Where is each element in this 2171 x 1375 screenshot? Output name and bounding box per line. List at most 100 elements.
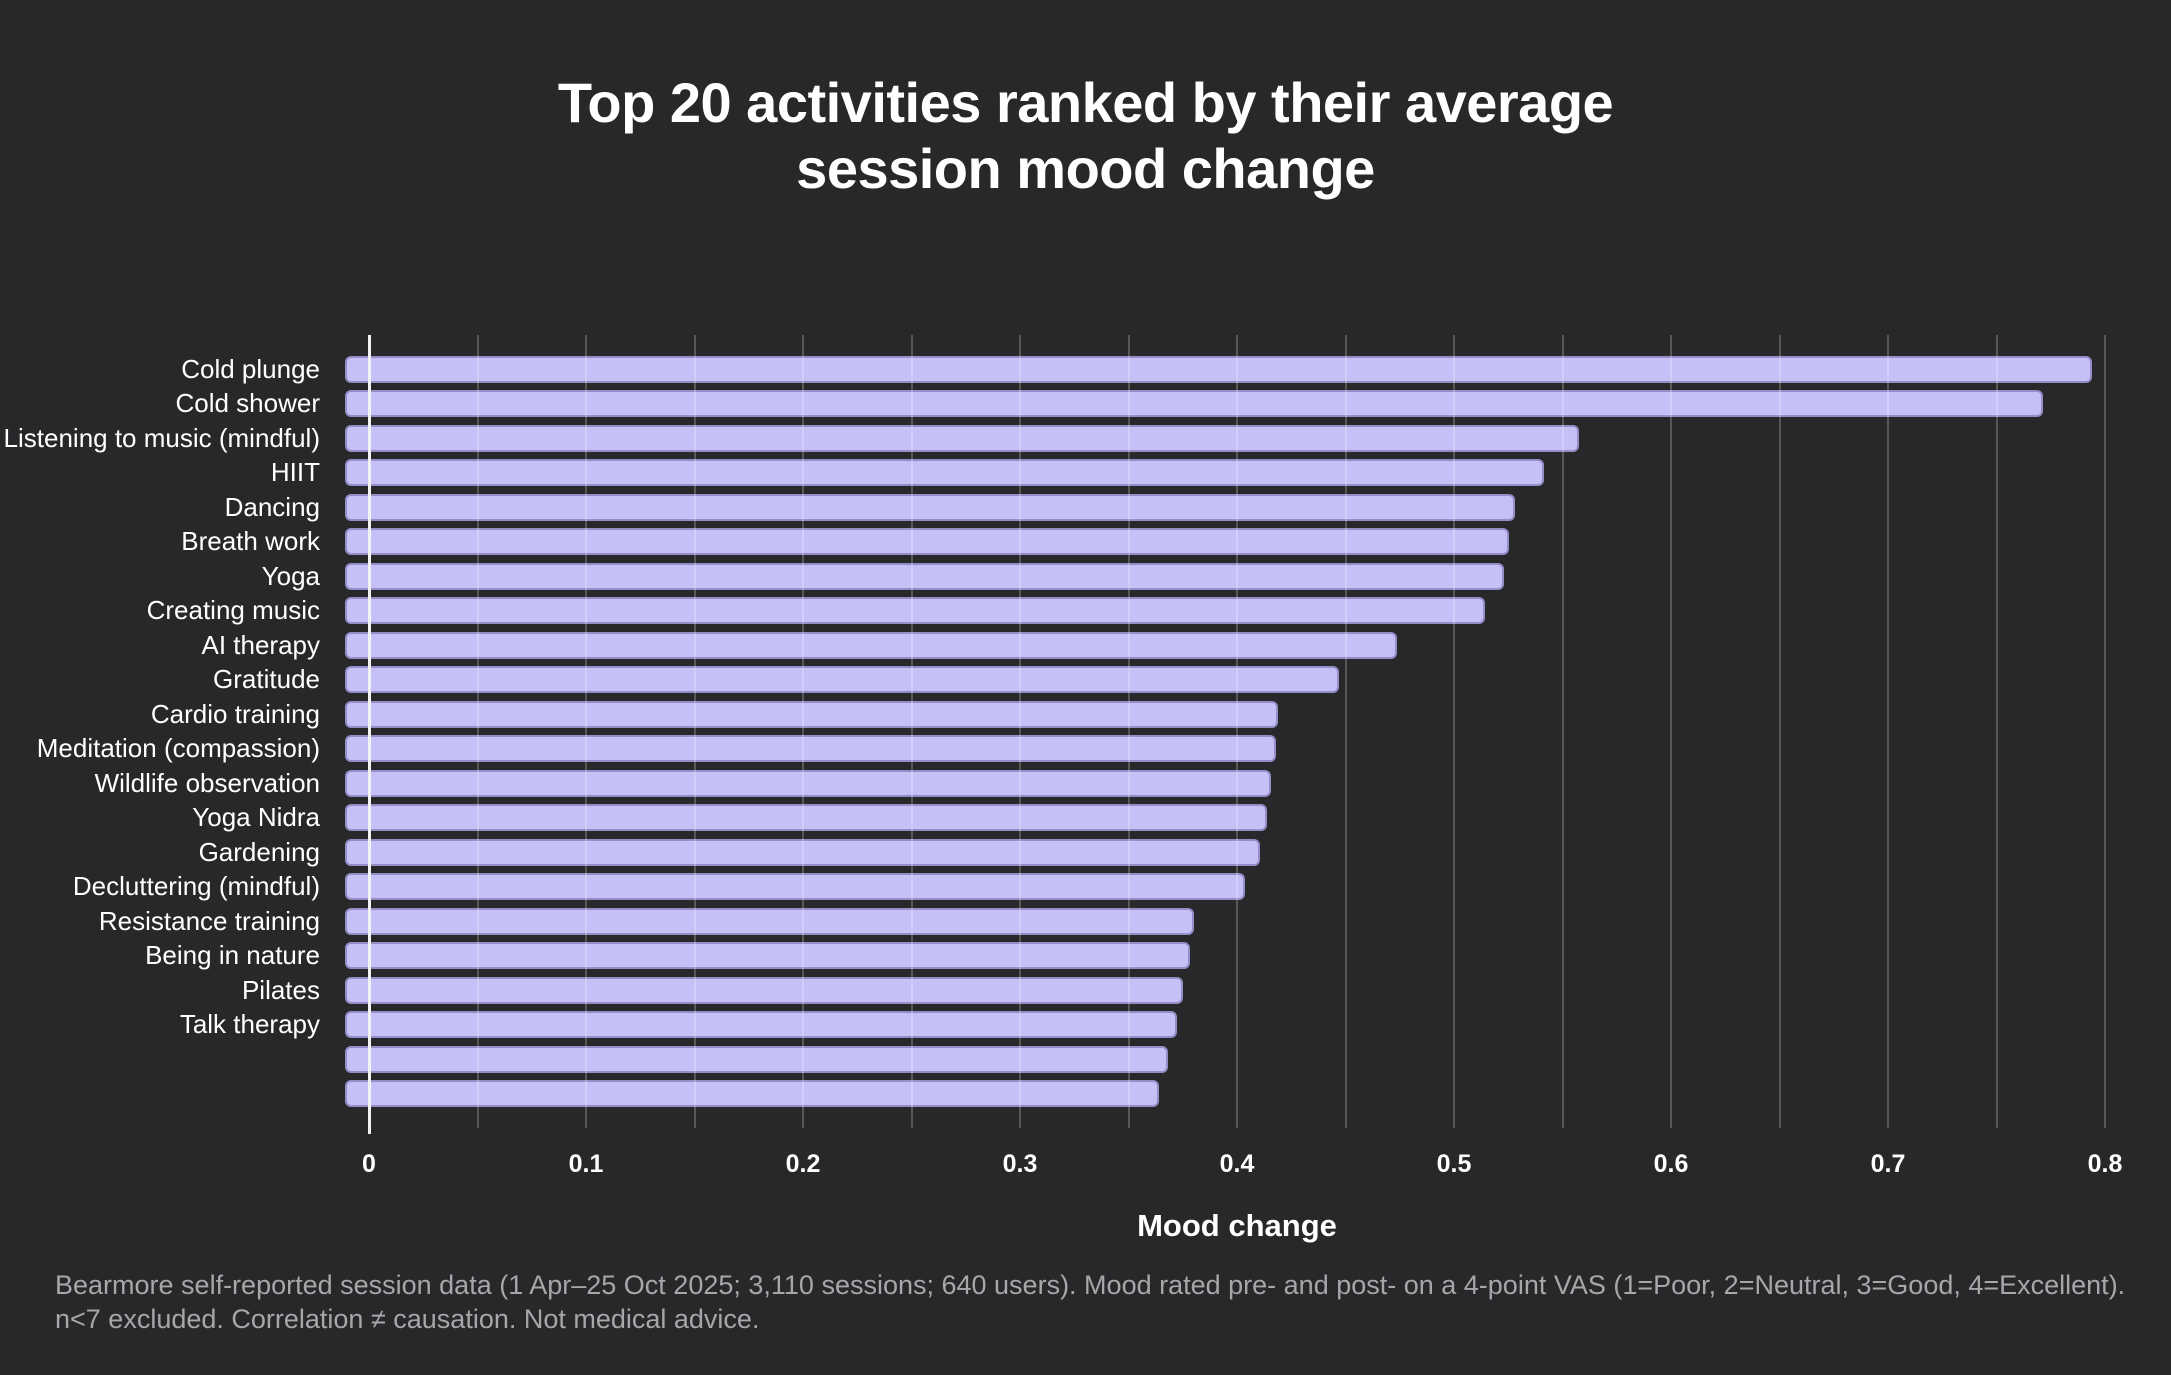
bar-track bbox=[345, 804, 2105, 832]
bar-track bbox=[345, 390, 2105, 418]
bar bbox=[345, 355, 2092, 383]
bar bbox=[345, 873, 1245, 901]
table-row: Yoga Nidra bbox=[0, 801, 2171, 836]
bar-track bbox=[345, 769, 2105, 797]
category-label: Breath work bbox=[181, 526, 320, 557]
table-row: Cold shower bbox=[0, 387, 2171, 422]
category-label: Listening to music (mindful) bbox=[3, 422, 320, 453]
category-label: AI therapy bbox=[201, 629, 320, 660]
table-row: Pilates bbox=[0, 973, 2171, 1008]
bar-track bbox=[345, 424, 2105, 452]
bar-track bbox=[345, 597, 2105, 625]
bar-track bbox=[345, 666, 2105, 694]
bar bbox=[345, 562, 1505, 590]
table-row: Gratitude bbox=[0, 663, 2171, 698]
category-label: Decluttering (mindful) bbox=[72, 871, 320, 902]
x-tick-label: 0.5 bbox=[1436, 1150, 1472, 1178]
bar bbox=[345, 390, 2044, 418]
table-row: Breath work bbox=[0, 525, 2171, 560]
x-axis-label: Mood change bbox=[1137, 1208, 1337, 1243]
x-tick-label: 0.1 bbox=[568, 1150, 604, 1178]
chart-title-line-2: session mood change bbox=[796, 136, 1375, 200]
category-label: Yoga bbox=[261, 560, 320, 591]
category-label: Gardening bbox=[198, 836, 320, 867]
bar-track bbox=[345, 528, 2105, 556]
bar bbox=[345, 735, 1276, 763]
bar bbox=[345, 424, 1580, 452]
footnote-line-2: n<7 excluded. Correlation ≠ causation. N… bbox=[55, 1304, 760, 1335]
category-label: Talk therapy bbox=[179, 1009, 320, 1040]
page: { "page": { "background": "#28282b" }, "… bbox=[0, 70, 2171, 1375]
category-label: Gratitude bbox=[213, 664, 320, 695]
table-row: Dancing bbox=[0, 490, 2171, 525]
bar-rows: Cold plunge Cold shower Listening to music… bbox=[0, 335, 2171, 1128]
bar bbox=[345, 907, 1195, 935]
category-label: Cold shower bbox=[175, 388, 320, 419]
bar bbox=[345, 493, 1516, 521]
table-row: Wildlife observation bbox=[0, 766, 2171, 801]
bar bbox=[345, 1011, 1177, 1039]
bar-track bbox=[345, 1080, 2105, 1108]
bar-track bbox=[345, 631, 2105, 659]
bar-track bbox=[345, 942, 2105, 970]
bar bbox=[345, 1080, 1159, 1108]
bar bbox=[345, 631, 1397, 659]
bar bbox=[345, 769, 1272, 797]
bar-track bbox=[345, 700, 2105, 728]
table-row bbox=[0, 1042, 2171, 1077]
x-tick-label: 0 bbox=[362, 1150, 376, 1178]
category-label: Cardio training bbox=[150, 698, 320, 729]
bar bbox=[345, 1045, 1168, 1073]
table-row: Yoga bbox=[0, 559, 2171, 594]
bar-track bbox=[345, 976, 2105, 1004]
table-row: Decluttering (mindful) bbox=[0, 870, 2171, 905]
bar bbox=[345, 942, 1190, 970]
table-row: Being in nature bbox=[0, 939, 2171, 974]
category-label: HIIT bbox=[270, 457, 320, 488]
bar-track bbox=[345, 1045, 2105, 1073]
bar-track bbox=[345, 493, 2105, 521]
bar-track bbox=[345, 873, 2105, 901]
bar bbox=[345, 838, 1261, 866]
category-label: Being in nature bbox=[145, 940, 320, 971]
bar bbox=[345, 528, 1509, 556]
category-label: Pilates bbox=[241, 974, 320, 1005]
table-row: Resistance training bbox=[0, 904, 2171, 939]
x-tick-label: 0.2 bbox=[785, 1150, 821, 1178]
bar bbox=[345, 804, 1267, 832]
bar-chart: Cold plunge Cold shower Listening to music… bbox=[0, 335, 2171, 1134]
table-row: Cardio training bbox=[0, 697, 2171, 732]
x-tick-label: 0.3 bbox=[1002, 1150, 1038, 1178]
footnote: Bearmore self-reported session data (1 A… bbox=[55, 1268, 2125, 1336]
category-label: Resistance training bbox=[98, 905, 320, 936]
footnote-line-1: Bearmore self-reported session data (1 A… bbox=[55, 1270, 2126, 1300]
table-row: HIIT bbox=[0, 456, 2171, 491]
table-row: AI therapy bbox=[0, 628, 2171, 663]
table-row: Creating music bbox=[0, 594, 2171, 629]
category-label: Wildlife observation bbox=[94, 767, 320, 798]
category-label: Meditation (compassion) bbox=[36, 733, 320, 764]
bar bbox=[345, 459, 1544, 487]
table-row: Gardening bbox=[0, 835, 2171, 870]
bar-track bbox=[345, 459, 2105, 487]
table-row: Meditation (compassion) bbox=[0, 732, 2171, 767]
bar-track bbox=[345, 838, 2105, 866]
bar-track bbox=[345, 1011, 2105, 1039]
x-axis-ticks: 0 0.1 0.2 0.3 0.4 0.5 0.6 0.7 0.8 bbox=[362, 1150, 2122, 1180]
category-label: Cold plunge bbox=[181, 353, 320, 384]
table-row: Talk therapy bbox=[0, 1008, 2171, 1043]
bar bbox=[345, 666, 1340, 694]
x-tick-label: 0.4 bbox=[1219, 1150, 1255, 1178]
category-label: Yoga Nidra bbox=[192, 802, 320, 833]
category-label: Creating music bbox=[146, 595, 320, 626]
bar-track bbox=[345, 735, 2105, 763]
x-tick-label: 0.7 bbox=[1870, 1150, 1906, 1178]
table-row: Listening to music (mindful) bbox=[0, 421, 2171, 456]
x-tick-label: 0.8 bbox=[2087, 1150, 2123, 1178]
chart-title-line-1: Top 20 activities ranked by their averag… bbox=[557, 71, 1614, 134]
table-row bbox=[0, 1077, 2171, 1112]
bar-track bbox=[345, 355, 2105, 383]
chart-title: Top 20 activities ranked by their averag… bbox=[0, 70, 2171, 201]
category-label: Dancing bbox=[224, 491, 320, 522]
bar bbox=[345, 597, 1485, 625]
